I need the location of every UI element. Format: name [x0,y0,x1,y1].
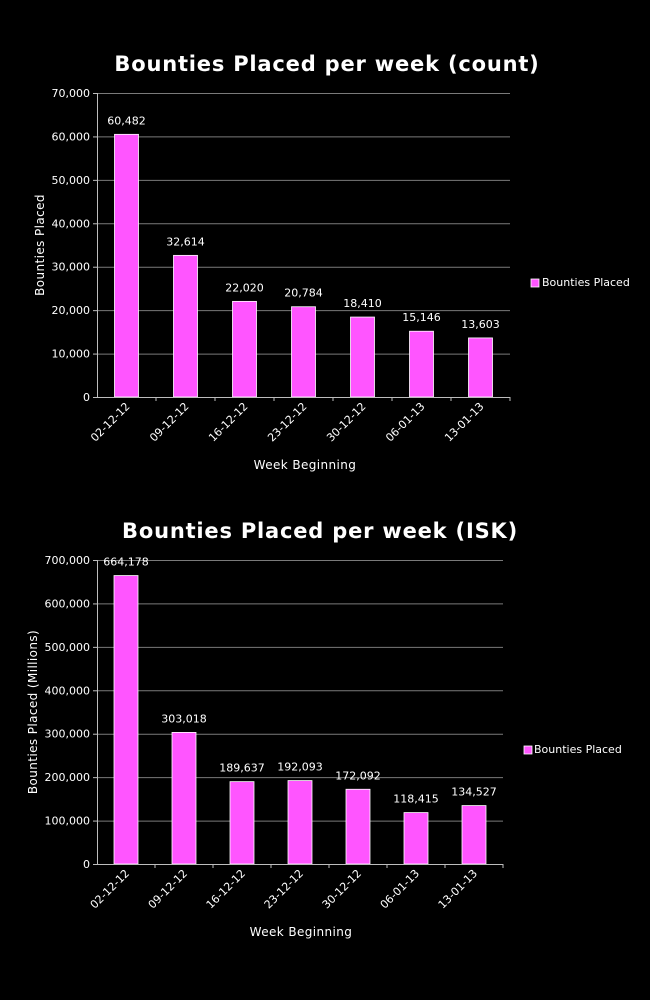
bar [229,781,255,865]
data-labels: 60,482 32,614 22,020 20,784 18,410 15,146 13,6… [107,114,500,331]
data-label: 118,415 [393,793,439,806]
bar [350,316,375,398]
y-tick-label: 300,000 [45,728,91,741]
data-label: 664,178 [103,556,149,569]
data-label: 13,603 [461,318,500,331]
bars [113,575,487,865]
y-tick-label: 200,000 [45,771,91,784]
y-tick-label: 400,000 [45,684,91,697]
y-tick-label: 30,000 [52,261,91,274]
y-axis-label: Bounties Placed [33,194,47,296]
chart-isk: Bounties Placed per week (ISK) Week Begi… [26,519,622,939]
data-label: 18,410 [343,297,382,310]
data-label: 22,020 [225,281,264,294]
y-tick-label: 50,000 [52,174,91,187]
bar [345,788,371,865]
data-label: 15,146 [402,311,441,324]
bar [171,732,197,865]
y-tick-label: 0 [83,858,90,871]
bar [232,300,257,398]
data-label: 32,614 [166,235,205,248]
data-label: 189,637 [219,762,265,775]
y-tick-label: 60,000 [52,130,91,143]
bar [468,337,493,398]
chart-title: Bounties Placed per week (ISK) [122,519,518,543]
y-tick-label: 100,000 [45,815,91,828]
legend: Bounties Placed [530,276,630,289]
bar [409,330,434,398]
bar [403,812,429,865]
y-tick-label: 500,000 [45,641,91,654]
bar [291,306,316,398]
data-label: 134,527 [451,786,497,799]
x-axis-label: Week Beginning [250,925,353,939]
gridlines [97,560,503,822]
data-label: 20,784 [284,287,323,300]
bar [114,133,139,398]
legend-swatch [523,745,533,755]
chart-title: Bounties Placed per week (count) [114,52,539,76]
legend: Bounties Placed [523,743,622,756]
chart-count: Bounties Placed per week (count) Week Be… [33,52,630,472]
y-tick-label: 600,000 [45,597,91,610]
x-axis-label: Week Beginning [254,458,357,472]
y-tick-label: 70,000 [52,87,91,100]
legend-label: Bounties Placed [542,276,630,289]
legend-swatch [530,278,540,288]
data-labels: 664,178 303,018 189,637 192,093 172,092 118,4… [103,556,497,806]
legend-label: Bounties Placed [534,743,622,756]
bar [287,780,313,865]
y-tick-label: 20,000 [52,304,91,317]
y-tick-label: 0 [83,391,90,404]
y-tick-label: 700,000 [45,554,91,567]
bar [173,254,198,398]
bar [113,575,139,865]
data-label: 172,092 [335,769,381,782]
y-tick-label: 40,000 [52,217,91,230]
y-tick-label: 10,000 [52,348,91,361]
y-ticks: 0 10,000 20,000 30,000 40,000 50,000 60,000 70,… [52,87,91,404]
y-axis-label: Bounties Placed (Millions) [26,630,40,794]
axes [93,560,504,868]
bars [114,133,493,398]
bar [461,805,487,865]
axes [93,93,511,401]
data-label: 303,018 [161,712,207,725]
data-label: 60,482 [107,114,146,127]
data-label: 192,093 [277,761,323,774]
y-ticks: 0 100,000 200,000 300,000 400,000 500,000 600,… [45,554,91,871]
